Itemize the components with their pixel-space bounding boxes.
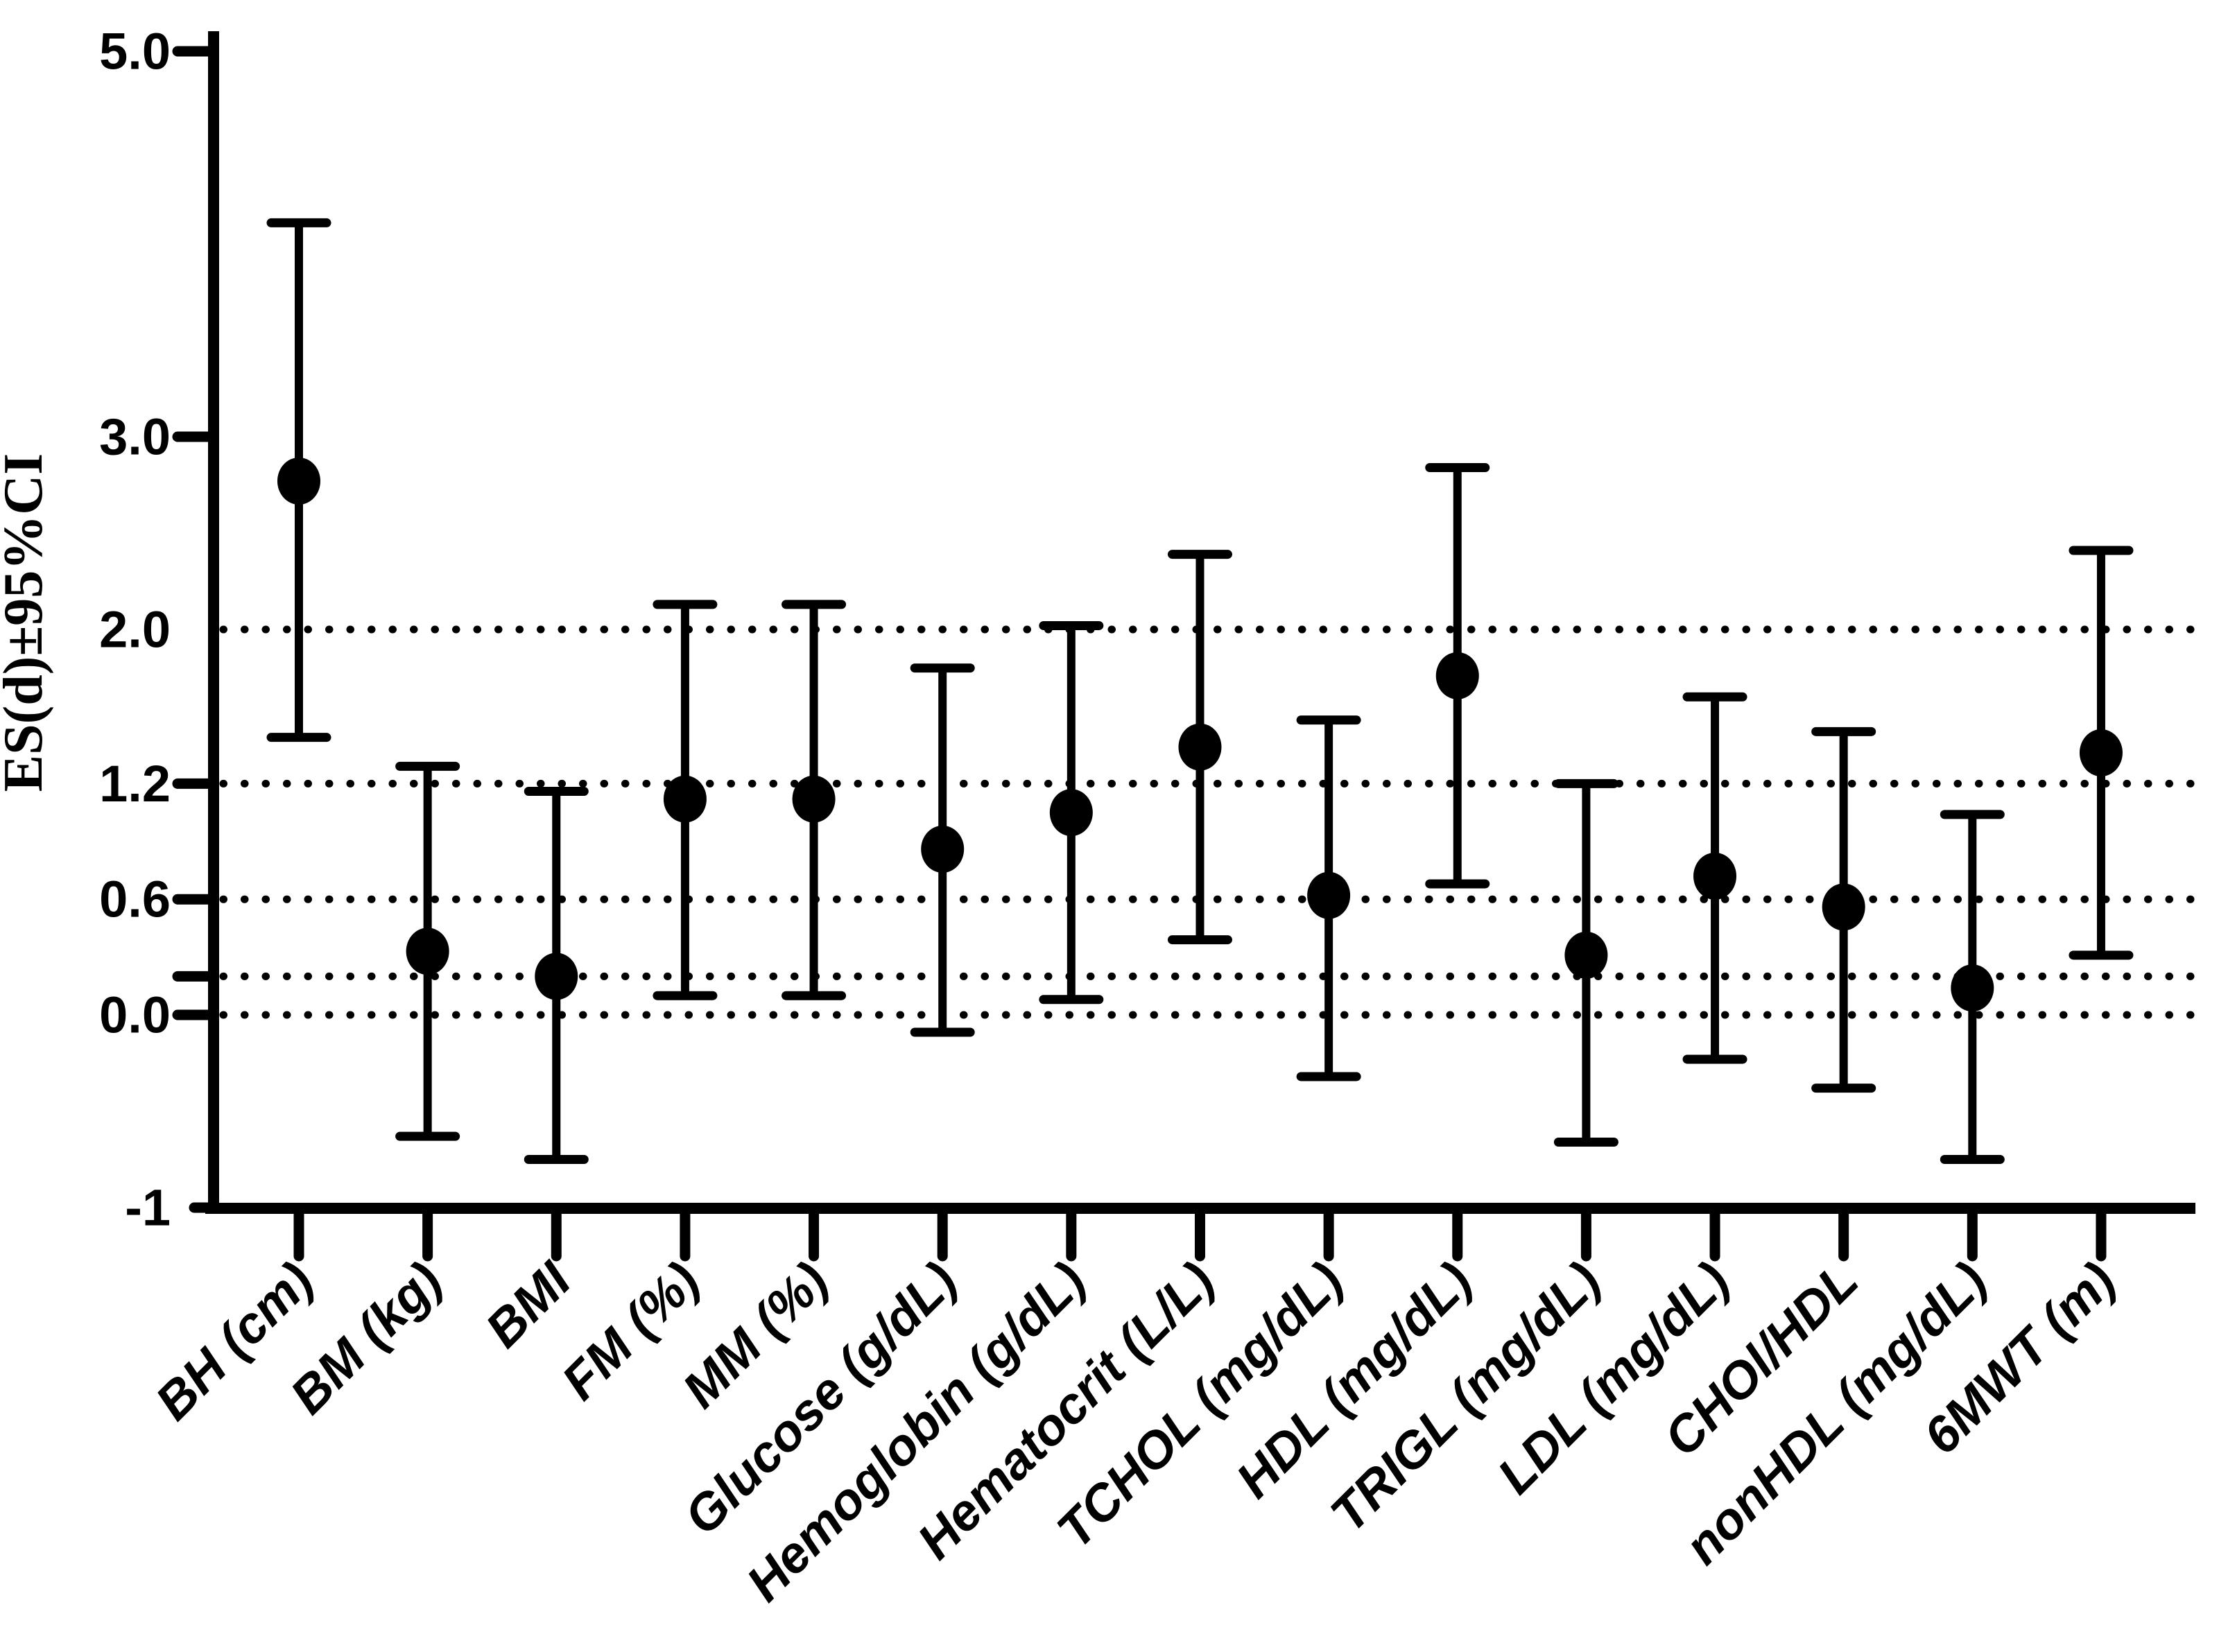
errorbar-Glucose (g/dL) bbox=[910, 663, 975, 1037]
mean-marker bbox=[1307, 871, 1351, 919]
mean-marker bbox=[406, 928, 449, 975]
y-tick-label-2.0: 2.0 bbox=[99, 601, 171, 659]
errorbar-Hematocrit (L/L) bbox=[1167, 550, 1232, 945]
mean-marker bbox=[2079, 729, 2123, 776]
errorbar-Hemoglobin (g/dL) bbox=[1039, 620, 1104, 1005]
mean-marker bbox=[535, 953, 578, 1000]
mean-marker bbox=[1951, 964, 1994, 1012]
errorbar-nonHDL (mg/dL) bbox=[1940, 810, 2005, 1164]
errorbar-HDL (mg/dL) bbox=[1425, 462, 1490, 889]
errorbar-CHOl/HDL bbox=[1811, 727, 1876, 1093]
errorbar-BM (kg) bbox=[395, 761, 460, 1141]
gridlines-group bbox=[219, 625, 2195, 1019]
y-tick-label-1.2: 1.2 bbox=[99, 755, 171, 812]
axes-group: 5.03.02.01.20.60.0-1BH (cm)BM (kg) BMIFM … bbox=[99, 23, 2195, 1612]
y-tick-label-3.0: 3.0 bbox=[99, 408, 171, 466]
mean-marker bbox=[1178, 723, 1222, 771]
errorbar-TRIGL (mg/dL) bbox=[1553, 779, 1618, 1147]
x-category-label-0: BH (cm) bbox=[144, 1251, 324, 1431]
errorbar-MM (%) bbox=[782, 600, 847, 1000]
y-tick-label-5.0: 5.0 bbox=[99, 23, 171, 80]
mean-marker bbox=[663, 775, 707, 823]
y-tick-label-0.6: 0.6 bbox=[99, 871, 171, 928]
y-tick-label--1: -1 bbox=[125, 1179, 171, 1237]
mean-marker bbox=[1049, 789, 1093, 837]
errorbar-TCHOL (mg/dL) bbox=[1296, 715, 1361, 1081]
mean-marker bbox=[1822, 883, 1865, 931]
series-group bbox=[266, 218, 2134, 1164]
y-tick-label-0.0: 0.0 bbox=[99, 986, 171, 1044]
mean-marker bbox=[1435, 652, 1479, 699]
errorbar-FM (%) bbox=[653, 600, 718, 1000]
errorbar-LDL (mg/dL) bbox=[1682, 692, 1747, 1064]
x-category-label-2: BMI bbox=[474, 1251, 582, 1359]
mean-marker bbox=[1564, 931, 1608, 979]
errorbar-BH (cm) bbox=[266, 218, 331, 742]
mean-marker bbox=[1693, 852, 1737, 900]
mean-marker bbox=[792, 775, 836, 823]
mean-marker bbox=[921, 825, 965, 873]
mean-marker bbox=[277, 457, 320, 505]
y-axis-title: ES(d)±95%CI bbox=[0, 453, 54, 792]
errorbar-BMI bbox=[524, 787, 589, 1164]
errorbar-6MWT (m) bbox=[2069, 546, 2134, 960]
